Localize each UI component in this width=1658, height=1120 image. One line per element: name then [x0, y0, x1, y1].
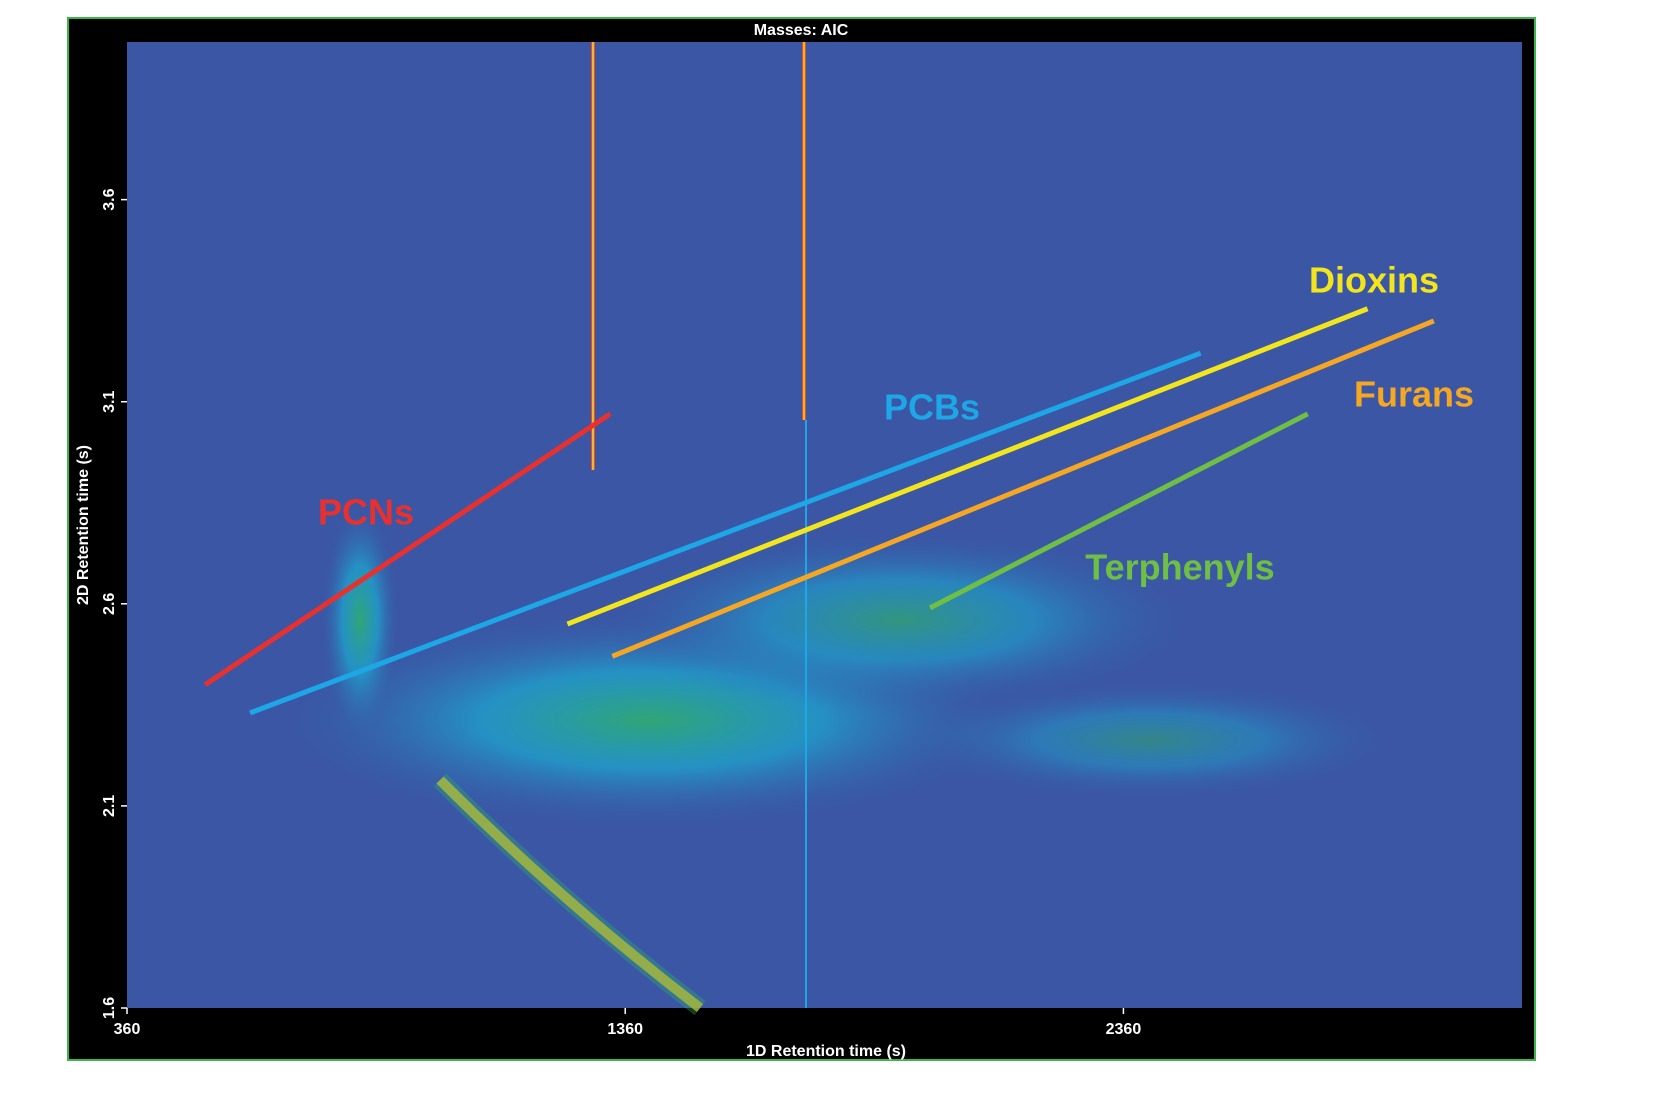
y-tick-label: 2.1 [101, 795, 118, 817]
x-axis-label: 1D Retention time (s) [746, 1043, 906, 1060]
series-label: Furans [1354, 374, 1474, 415]
chart: Masses: AIC 1D Retention time (s) 2D Ret… [0, 0, 1658, 1120]
series-label: Dioxins [1309, 260, 1439, 301]
y-tick-label: 2.6 [101, 593, 118, 615]
y-tick-label: 3.1 [101, 391, 118, 413]
series-label: Terphenyls [1085, 547, 1274, 588]
x-tick-label: 2360 [1106, 1021, 1142, 1038]
x-tick-label: 360 [114, 1021, 141, 1038]
series-label: PCBs [884, 387, 980, 428]
y-tick-label: 1.6 [101, 997, 118, 1019]
y-axis-label: 2D Retention time (s) [75, 445, 92, 605]
x-tick-label: 1360 [607, 1021, 643, 1038]
y-tick-label: 3.6 [101, 188, 118, 210]
chart-title: Masses: AIC [754, 22, 849, 39]
series-label: PCNs [318, 492, 414, 533]
